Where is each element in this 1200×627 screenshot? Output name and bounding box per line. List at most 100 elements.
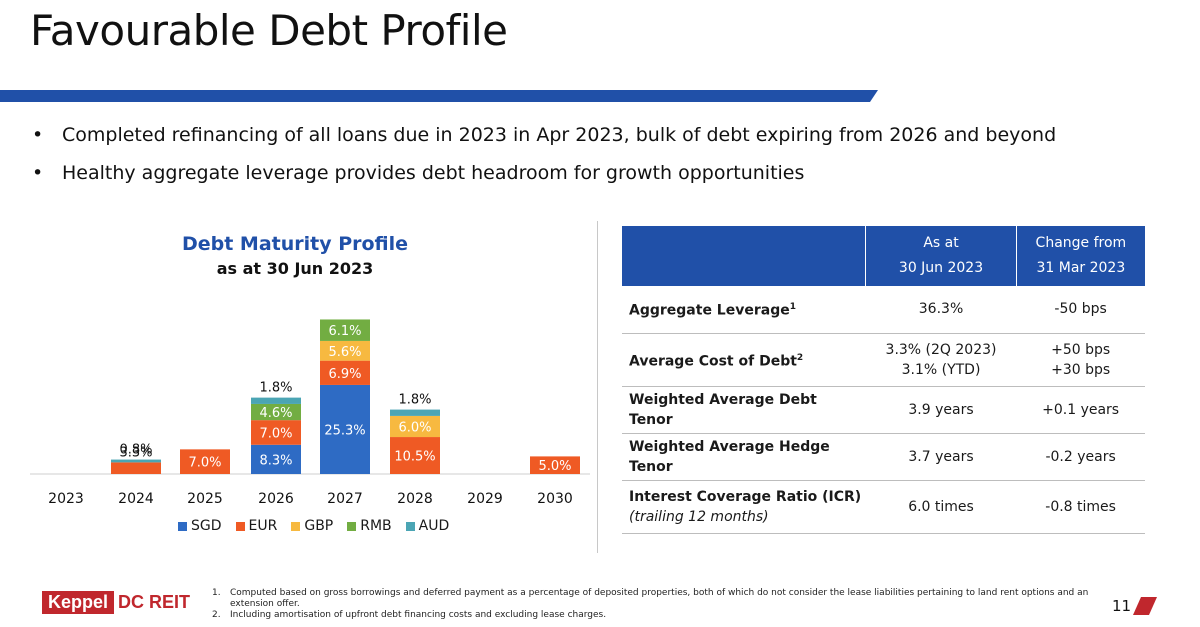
legend-swatch bbox=[347, 521, 357, 531]
logo-dc-reit: DC REIT bbox=[118, 592, 191, 612]
legend-item-sgd: SGD bbox=[178, 518, 222, 534]
data-label: 1.8% bbox=[398, 393, 431, 408]
table-row: Aggregate Leverage1 36.3% -50 bps bbox=[622, 286, 1145, 334]
x-tick-label: 2025 bbox=[187, 491, 223, 507]
metric-change: +0.1 years bbox=[1016, 386, 1145, 434]
x-tick-label: 2027 bbox=[327, 491, 363, 507]
page-title: Favourable Debt Profile bbox=[30, 6, 508, 55]
metric-value: 3.9 years bbox=[865, 386, 1017, 434]
data-label: 7.0% bbox=[259, 426, 292, 441]
data-label: 8.3% bbox=[259, 453, 292, 468]
chart-legend: SGD EUR GBP RMB AUD bbox=[178, 518, 449, 534]
legend-label: AUD bbox=[418, 518, 450, 534]
legend-label: EUR bbox=[248, 518, 278, 534]
bar-segment-gbp bbox=[320, 340, 370, 361]
debt-metrics-table: As at 30 Jun 2023 Change from 31 Mar 202… bbox=[622, 226, 1145, 534]
footnotes: 1. Computed based on gross borrowings and… bbox=[212, 588, 1092, 621]
page-number: 11 bbox=[1112, 597, 1132, 615]
x-tick-label: 2024 bbox=[118, 491, 154, 507]
table-header-as-at: As at 30 Jun 2023 bbox=[865, 226, 1017, 286]
metric-value: 3.7 years bbox=[865, 433, 1017, 481]
x-tick-label: 2028 bbox=[397, 491, 433, 507]
legend-swatch bbox=[405, 521, 415, 531]
data-label: 1.8% bbox=[259, 381, 292, 396]
data-label: 5.6% bbox=[328, 345, 361, 360]
metric-sublabel: (trailing 12 months) bbox=[629, 508, 769, 525]
metric-label: Average Cost of Debt2 bbox=[622, 333, 866, 387]
legend-item-eur: EUR bbox=[235, 518, 278, 534]
debt-maturity-chart: 2023 3.3%0.8% 2024 7.0% 2025 8.3% 7.0% 4.6% 1.8%… bbox=[30, 319, 590, 507]
bar-segment-eur bbox=[251, 420, 301, 445]
table-row: Interest Coverage Ratio (ICR) (trailing 1… bbox=[622, 480, 1145, 534]
legend-swatch bbox=[291, 521, 301, 531]
header-change-line1: Change from bbox=[1035, 235, 1127, 251]
bar-segment-aud bbox=[111, 459, 161, 463]
x-tick-label: 2023 bbox=[48, 491, 84, 507]
data-label: 10.5% bbox=[394, 450, 435, 465]
chart-subtitle: as at 30 Jun 2023 bbox=[216, 259, 374, 278]
table-header-blank bbox=[622, 226, 867, 286]
table-row: Weighted Average Hedge Tenor 3.7 years -… bbox=[622, 433, 1145, 481]
bar-segment-sgd bbox=[251, 444, 301, 474]
table-header-row: As at 30 Jun 2023 Change from 31 Mar 202… bbox=[622, 226, 1145, 286]
bar-segment-gbp bbox=[390, 415, 440, 438]
table-row: Weighted Average Debt Tenor 3.9 years +0… bbox=[622, 386, 1145, 434]
bullet-text: Completed refinancing of all loans due i… bbox=[62, 124, 1057, 146]
bullet-item: • Healthy aggregate leverage provides deb… bbox=[32, 162, 805, 184]
legend-item-aud: AUD bbox=[405, 518, 450, 534]
bar-segment-eur bbox=[180, 449, 230, 474]
header-as-at-line2: 30 Jun 2023 bbox=[898, 260, 984, 276]
logo-keppel: Keppel bbox=[42, 591, 115, 614]
data-label: 25.3% bbox=[324, 423, 365, 438]
data-label: 3.3% bbox=[119, 445, 152, 460]
bullet-item: • Completed refinancing of all loans due … bbox=[32, 124, 1057, 146]
metric-label: Weighted Average Hedge Tenor bbox=[622, 433, 866, 481]
metric-change: -50 bps bbox=[1016, 286, 1145, 334]
data-label: 6.1% bbox=[328, 324, 361, 339]
legend-swatch bbox=[178, 521, 187, 531]
data-label: 0.8% bbox=[119, 443, 152, 458]
title-underline-bar bbox=[0, 90, 878, 102]
metric-change: -0.2 years bbox=[1016, 433, 1145, 481]
legend-swatch bbox=[235, 521, 245, 531]
data-label: 5.0% bbox=[538, 459, 571, 474]
data-label: 6.9% bbox=[328, 367, 361, 382]
company-logo: Keppel DC REIT bbox=[42, 591, 190, 614]
bullet-list: • Completed refinancing of all loans due … bbox=[32, 124, 1056, 200]
bar-segment-eur bbox=[530, 456, 580, 474]
metric-value: 6.0 times bbox=[865, 480, 1017, 534]
bar-segment-sgd bbox=[320, 384, 370, 474]
metric-label: Aggregate Leverage1 bbox=[622, 286, 866, 334]
section-divider bbox=[597, 221, 598, 553]
table-header-change: Change from 31 Mar 2023 bbox=[1016, 226, 1145, 286]
bar-segment-eur bbox=[390, 437, 440, 474]
footnote: 1. Computed based on gross borrowings and… bbox=[212, 588, 1089, 609]
bar-segment-rmb bbox=[320, 319, 370, 341]
data-label: 6.0% bbox=[398, 420, 431, 435]
metric-change: +50 bps +30 bps bbox=[1016, 333, 1145, 387]
metric-label: Weighted Average Debt Tenor bbox=[622, 386, 866, 434]
legend-item-gbp: GBP bbox=[291, 518, 333, 534]
data-label: 4.6% bbox=[259, 406, 292, 421]
metric-value: 3.3% (2Q 2023) 3.1% (YTD) bbox=[865, 333, 1017, 387]
brand-slash-icon bbox=[1133, 597, 1157, 615]
data-label: 7.0% bbox=[188, 456, 221, 471]
x-tick-label: 2029 bbox=[467, 491, 503, 507]
bar-segment-aud bbox=[251, 397, 301, 404]
chart-title: Debt Maturity Profile bbox=[181, 233, 409, 255]
metric-value: 36.3% bbox=[865, 286, 1017, 334]
table-row: Average Cost of Debt2 3.3% (2Q 2023) 3.1%… bbox=[622, 333, 1145, 387]
metric-label: Interest Coverage Ratio (ICR) (trailing 1… bbox=[622, 480, 866, 534]
bar-segment-eur bbox=[320, 360, 370, 385]
header-change-line2: 31 Mar 2023 bbox=[1036, 260, 1126, 276]
bar-segment-aud bbox=[390, 409, 440, 416]
legend-label: RMB bbox=[360, 518, 392, 534]
footnote: 2. Including amortisation of upfront debt… bbox=[212, 610, 607, 620]
bar-segment-rmb bbox=[251, 403, 301, 421]
metric-change: -0.8 times bbox=[1016, 480, 1145, 534]
bar-segment-eur bbox=[111, 462, 161, 474]
bullet-text: Healthy aggregate leverage provides debt… bbox=[62, 162, 805, 184]
legend-label: GBP bbox=[304, 518, 334, 534]
x-tick-label: 2026 bbox=[258, 491, 294, 507]
header-as-at-line1: As at bbox=[923, 235, 959, 251]
